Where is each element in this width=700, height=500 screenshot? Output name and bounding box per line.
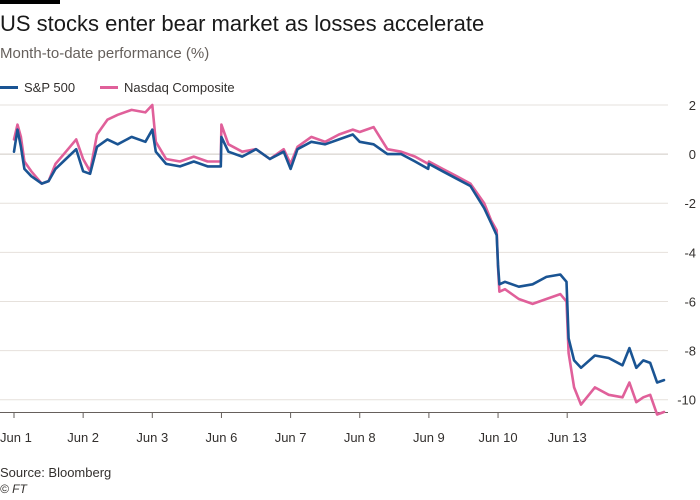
series-line-sp500 <box>12 128 666 384</box>
x-tick-label: Jun 3 <box>136 430 168 445</box>
brand-rule <box>0 0 60 4</box>
gridlines <box>0 104 668 401</box>
series-line-nasdaq <box>12 103 666 416</box>
legend-item-nasdaq: Nasdaq Composite <box>100 80 235 95</box>
y-tick-label: -6 <box>684 294 696 309</box>
x-tick-label: Jun 8 <box>344 430 376 445</box>
y-tick-label: 0 <box>689 147 696 162</box>
y-tick-label: -4 <box>684 245 696 260</box>
legend-swatch-nasdaq <box>100 86 118 89</box>
y-axis: 2 0 -2 -4 -6 -8 -10 <box>677 98 696 408</box>
copyright-note: © FT <box>0 482 27 496</box>
line-chart: Jun 1 Jun 2 Jun 3 Jun 6 Jun 7 Jun 8 Jun 9 Jun 1… <box>0 98 696 445</box>
x-axis: Jun 1 Jun 2 Jun 3 Jun 6 Jun 7 Jun 8 Jun 9 Jun 1… <box>0 412 668 445</box>
x-tick-label: Jun 9 <box>413 430 445 445</box>
legend-item-sp500: S&P 500 <box>0 80 75 95</box>
x-tick-label: Jun 10 <box>479 430 518 445</box>
x-tick-label: Jun 1 <box>0 430 32 445</box>
source-note: Source: Bloomberg <box>0 465 112 480</box>
x-tick-label: Jun 7 <box>275 430 307 445</box>
legend-label-sp500: S&P 500 <box>24 80 76 95</box>
legend-label-nasdaq: Nasdaq Composite <box>124 80 235 95</box>
x-tick-label: Jun 2 <box>67 430 99 445</box>
x-tick-label: Jun 6 <box>206 430 238 445</box>
legend-swatch-sp500 <box>0 86 18 89</box>
chart-subtitle: Month-to-date performance (%) <box>0 45 210 62</box>
chart-title: US stocks enter bear market as losses ac… <box>0 11 485 36</box>
y-tick-label: -2 <box>684 196 696 211</box>
series-lines <box>12 103 666 416</box>
y-tick-label: -8 <box>684 344 696 359</box>
x-tick-label: Jun 13 <box>548 430 587 445</box>
y-tick-label: 2 <box>689 98 696 113</box>
y-tick-label: -10 <box>677 393 696 408</box>
